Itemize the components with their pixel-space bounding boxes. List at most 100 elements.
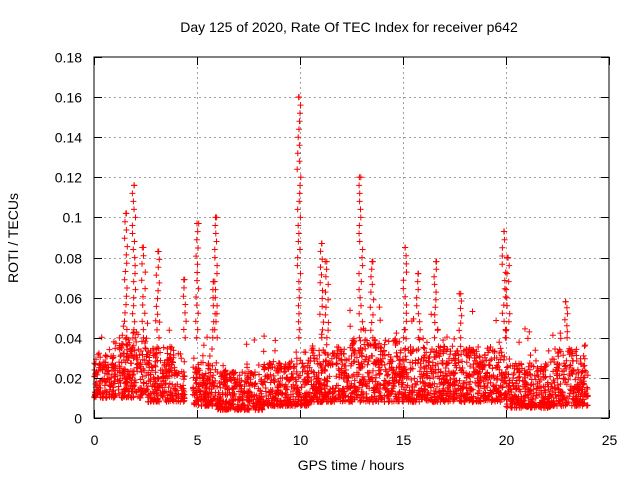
data-point bbox=[216, 380, 223, 387]
data-point bbox=[133, 351, 140, 358]
data-point bbox=[323, 334, 330, 341]
data-point bbox=[205, 365, 212, 372]
data-point bbox=[130, 302, 137, 309]
data-point bbox=[155, 264, 162, 271]
data-point bbox=[94, 371, 101, 378]
data-point bbox=[116, 342, 123, 349]
data-point bbox=[194, 277, 200, 284]
data-point bbox=[137, 365, 144, 372]
data-point bbox=[123, 341, 130, 348]
data-point bbox=[149, 383, 155, 390]
data-point bbox=[323, 266, 330, 273]
data-point bbox=[400, 277, 407, 284]
data-point bbox=[463, 359, 470, 366]
data-point bbox=[170, 385, 177, 392]
data-point bbox=[232, 405, 239, 412]
data-point bbox=[159, 394, 166, 401]
data-point bbox=[255, 362, 262, 368]
data-point bbox=[115, 383, 122, 390]
x-axis-label: GPS time / hours bbox=[298, 457, 405, 473]
data-point bbox=[432, 304, 439, 311]
data-point bbox=[96, 381, 103, 388]
data-point bbox=[318, 240, 325, 247]
data-point bbox=[135, 346, 142, 353]
data-point bbox=[403, 310, 410, 317]
data-point bbox=[294, 150, 301, 157]
data-point bbox=[195, 365, 202, 372]
data-point bbox=[359, 318, 366, 325]
data-point bbox=[131, 377, 138, 383]
data-point bbox=[97, 385, 104, 391]
data-point bbox=[295, 230, 302, 237]
data-point bbox=[132, 286, 139, 293]
data-point bbox=[168, 361, 175, 368]
data-point bbox=[431, 281, 438, 288]
data-point bbox=[194, 269, 201, 276]
data-point bbox=[231, 370, 238, 377]
data-point bbox=[178, 355, 185, 362]
data-point bbox=[505, 254, 512, 261]
data-point bbox=[131, 182, 138, 189]
data-point bbox=[157, 357, 164, 364]
data-point bbox=[141, 367, 148, 374]
data-point bbox=[92, 392, 99, 399]
data-point bbox=[133, 338, 140, 345]
data-point bbox=[296, 326, 303, 333]
data-point bbox=[122, 336, 129, 343]
data-point bbox=[122, 210, 129, 217]
data-point bbox=[130, 294, 137, 301]
data-point bbox=[582, 342, 589, 349]
data-point bbox=[400, 285, 407, 292]
data-point bbox=[134, 368, 141, 375]
data-point bbox=[190, 355, 197, 362]
data-point bbox=[129, 310, 136, 317]
data-point bbox=[177, 351, 184, 357]
data-point bbox=[564, 310, 571, 317]
x-tick-label: 15 bbox=[396, 432, 412, 448]
y-tick-label: 0.16 bbox=[55, 90, 82, 106]
data-point bbox=[247, 389, 254, 396]
data-point bbox=[195, 398, 202, 405]
data-point bbox=[212, 230, 219, 237]
data-point bbox=[116, 334, 123, 341]
data-point bbox=[210, 372, 217, 379]
data-point bbox=[121, 235, 128, 242]
data-point bbox=[182, 334, 189, 341]
data-point bbox=[367, 304, 374, 311]
data-point bbox=[403, 269, 410, 276]
data-point bbox=[153, 303, 160, 310]
data-point bbox=[131, 238, 138, 245]
data-point bbox=[234, 376, 241, 382]
data-point bbox=[525, 363, 532, 370]
data-point bbox=[545, 347, 552, 354]
data-point bbox=[236, 372, 243, 379]
data-point bbox=[212, 377, 219, 384]
data-point bbox=[170, 354, 177, 361]
data-point bbox=[154, 326, 160, 333]
data-point bbox=[166, 391, 173, 398]
data-point bbox=[147, 398, 154, 405]
data-point bbox=[194, 326, 201, 333]
data-point bbox=[402, 244, 409, 251]
data-point bbox=[356, 230, 363, 237]
data-point bbox=[209, 401, 216, 408]
data-point bbox=[296, 286, 303, 293]
data-point bbox=[144, 320, 151, 327]
data-point bbox=[224, 386, 231, 393]
data-point bbox=[234, 401, 241, 408]
data-point bbox=[168, 369, 175, 376]
data-point bbox=[152, 317, 159, 324]
data-point bbox=[121, 393, 128, 400]
data-point bbox=[457, 305, 464, 312]
data-point bbox=[153, 397, 159, 404]
data-point bbox=[411, 375, 418, 382]
data-point bbox=[252, 381, 259, 387]
data-point bbox=[356, 198, 363, 205]
data-point bbox=[164, 350, 171, 357]
data-point bbox=[212, 214, 219, 221]
data-point bbox=[124, 243, 131, 250]
data-point bbox=[296, 94, 302, 101]
data-point bbox=[104, 353, 110, 360]
data-point bbox=[120, 367, 127, 374]
y-axis-label: ROTI / TECUs bbox=[5, 193, 21, 283]
